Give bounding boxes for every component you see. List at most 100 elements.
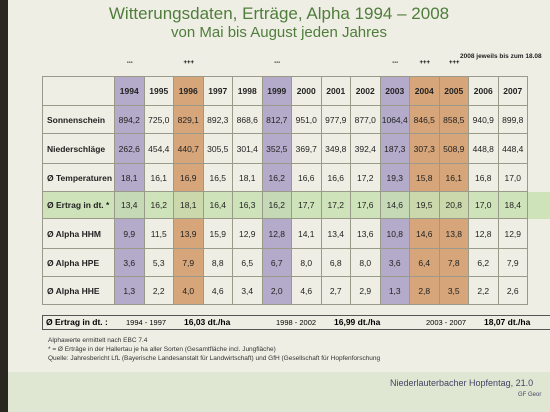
table-cell: 5,3 [144, 249, 174, 277]
row-label: Ø Temperaturen [42, 164, 115, 192]
column-highlight [380, 76, 410, 305]
table-cell: 14,6 [380, 192, 410, 219]
table-cell: 19,5 [410, 192, 440, 219]
note: 2008 jeweils bis zum 18.08 [460, 53, 542, 60]
table-cell: 3,4 [233, 277, 263, 305]
table-cell: 6,5 [233, 249, 263, 277]
table-cell: 7,9 [174, 249, 204, 277]
year-marker: --- [274, 60, 281, 66]
summary-range: 1998 - 2002 [276, 318, 317, 327]
year-header: 2002 [351, 76, 381, 106]
table-cell: 16,6 [292, 164, 322, 192]
table-cell: 16,2 [144, 192, 174, 219]
table-cell: 6,4 [410, 249, 440, 277]
year-marker: +++ [448, 60, 460, 66]
notes: Alphawerte ermittelt nach EBC 7.4 * = Ø E… [48, 336, 380, 363]
table-cell: 17,2 [351, 164, 381, 192]
table-cell: 6,8 [321, 249, 351, 277]
table-cell: 16,9 [174, 164, 204, 192]
table-cell: 17,7 [292, 192, 322, 219]
year-header: 1994 [115, 76, 145, 106]
table-cell: 877,0 [351, 106, 381, 134]
row-label: Niederschläge [42, 134, 115, 164]
table-cell: 440,7 [174, 134, 204, 164]
year-marker: +++ [419, 60, 430, 66]
table-cell: 8,0 [351, 249, 381, 277]
slide: Witterungsdaten, Erträge, Alpha 1994 – 2… [8, 0, 550, 412]
table-cell: 13,4 [321, 219, 351, 249]
column-highlight [115, 76, 145, 305]
table-cell: 951,0 [292, 106, 322, 134]
year-header: 1997 [203, 76, 233, 106]
table: --- +++ --- --- +++ +++ 1994 1995 1996 1997 1998 19… [42, 60, 550, 330]
year-header: 2007 [498, 76, 528, 106]
table-cell: 14,6 [410, 219, 440, 249]
column-highlight [262, 76, 292, 305]
table-cell: 2,2 [144, 277, 174, 305]
table-cell: 12,8 [469, 219, 499, 249]
year-header: 2006 [469, 76, 499, 106]
summary-range: 1994 - 1997 [126, 318, 167, 327]
summary-range: 2003 - 2007 [426, 318, 467, 327]
table-cell: 1,3 [115, 277, 145, 305]
table-cell: 12,9 [233, 219, 263, 249]
table-cell: 13,8 [439, 219, 469, 249]
table-cell: 940,9 [469, 106, 499, 134]
table-cell: 20,8 [439, 192, 469, 219]
table-cell: 16,8 [469, 164, 499, 192]
table-cell: 812,7 [262, 106, 292, 134]
year-header: 2003 [380, 76, 410, 106]
table-cell: 13,9 [174, 219, 204, 249]
table-cell: 2,9 [351, 277, 381, 305]
note-line: * = Ø Erträge in der Hallertau je ha all… [48, 346, 276, 353]
table-cell: 369,7 [292, 134, 322, 164]
table-cell: 1,3 [380, 277, 410, 305]
year-header: 2005 [439, 76, 469, 106]
table-cell: 16,2 [262, 192, 292, 219]
summary-box [42, 315, 550, 330]
table-cell: 15,8 [410, 164, 440, 192]
row-label: Ø Alpha HHE [42, 277, 115, 305]
table-cell: 3,6 [115, 249, 145, 277]
year-header: 1995 [144, 76, 174, 106]
column-highlight [174, 76, 204, 305]
row-label: Sonnenschein [42, 106, 115, 134]
table-cell: 3,5 [439, 277, 469, 305]
title: Witterungsdaten, Erträge, Alpha 1994 – 2… [108, 4, 450, 23]
table-cell: 4,6 [292, 277, 322, 305]
table-cell: 12,8 [262, 219, 292, 249]
table-cell: 352,5 [262, 134, 292, 164]
header-cell [42, 76, 115, 106]
table-cell: 18,1 [233, 164, 263, 192]
table-cell: 13,4 [115, 192, 145, 219]
table-cell: 858,5 [439, 106, 469, 134]
row-label: Ø Ertrag in dt. * [42, 192, 115, 219]
summary-value: 16,03 dt./ha [184, 317, 231, 327]
year-marker: --- [126, 60, 133, 66]
table-cell: 17,6 [351, 192, 381, 219]
table-cell: 16,1 [439, 164, 469, 192]
table-cell: 16,5 [203, 164, 233, 192]
table-cell: 2,0 [262, 277, 292, 305]
table-cell: 18,1 [174, 192, 204, 219]
row-label: Ø Alpha HPE [42, 249, 115, 277]
table-cell: 6,7 [262, 249, 292, 277]
table-cell: 2,7 [321, 277, 351, 305]
table-cell: 16,3 [233, 192, 263, 219]
table-cell: 899,8 [498, 106, 528, 134]
table-cell: 305,5 [203, 134, 233, 164]
table-cell: 17,2 [321, 192, 351, 219]
table-cell: 4,0 [174, 277, 204, 305]
year-header: 2004 [410, 76, 440, 106]
table-cell: 892,3 [203, 106, 233, 134]
year-header: 2000 [292, 76, 322, 106]
table-cell: 3,6 [380, 249, 410, 277]
row-label: Ø Alpha HHM [42, 219, 115, 249]
year-header: 1996 [174, 76, 204, 106]
table-cell: 8,0 [292, 249, 322, 277]
table-cell: 17,0 [469, 192, 499, 219]
table-cell: 16,6 [321, 164, 351, 192]
table-cell: 262,6 [115, 134, 145, 164]
note-line: Quelle: Jahresbericht LfL (Bayerische La… [48, 355, 381, 362]
